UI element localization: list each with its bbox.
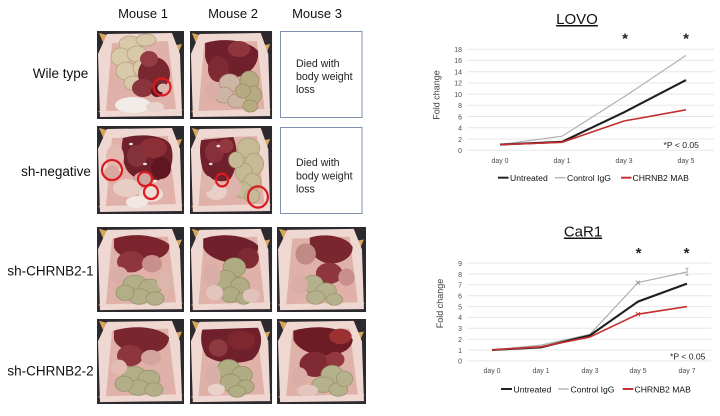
svg-text:12: 12 bbox=[454, 81, 462, 88]
svg-text:*P < 0.05: *P < 0.05 bbox=[664, 140, 700, 150]
svg-text:sh-CHRNB2-1: sh-CHRNB2-1 bbox=[7, 264, 93, 279]
svg-text:10: 10 bbox=[454, 92, 462, 99]
svg-text:Wile type: Wile type bbox=[33, 66, 89, 81]
svg-text:2: 2 bbox=[458, 137, 462, 144]
svg-text:*: * bbox=[622, 31, 628, 48]
svg-text:9: 9 bbox=[458, 261, 462, 268]
svg-text:Fold change: Fold change bbox=[432, 70, 442, 120]
svg-text:2: 2 bbox=[458, 337, 462, 344]
svg-text:Mouse 1: Mouse 1 bbox=[118, 6, 168, 21]
svg-text:Fold change: Fold change bbox=[435, 279, 445, 329]
svg-text:loss: loss bbox=[296, 84, 315, 96]
svg-text:16: 16 bbox=[454, 58, 462, 65]
svg-text:Control IgG: Control IgG bbox=[571, 384, 615, 394]
svg-text:4: 4 bbox=[458, 126, 462, 133]
svg-text:*: * bbox=[683, 31, 689, 48]
svg-text:7: 7 bbox=[458, 283, 462, 290]
svg-text:sh-CHRNB2-2: sh-CHRNB2-2 bbox=[7, 364, 93, 379]
svg-text:Untreated: Untreated bbox=[510, 173, 548, 183]
svg-text:body weight: body weight bbox=[296, 170, 353, 182]
svg-text:Mouse 2: Mouse 2 bbox=[208, 6, 258, 21]
svg-text:CHRNB2 MAB: CHRNB2 MAB bbox=[633, 173, 690, 183]
svg-text:8: 8 bbox=[458, 272, 462, 279]
svg-text:Died with: Died with bbox=[296, 58, 340, 70]
svg-text:CHRNB2 MAB: CHRNB2 MAB bbox=[635, 384, 692, 394]
svg-text:day 0: day 0 bbox=[491, 158, 508, 165]
svg-text:4: 4 bbox=[458, 315, 462, 322]
svg-text:1: 1 bbox=[458, 348, 462, 355]
svg-text:*: * bbox=[636, 245, 642, 262]
svg-text:8: 8 bbox=[458, 103, 462, 110]
svg-text:day 0: day 0 bbox=[483, 368, 500, 375]
svg-text:body weight: body weight bbox=[296, 71, 353, 83]
svg-text:day 1: day 1 bbox=[532, 368, 549, 375]
svg-text:day 7: day 7 bbox=[678, 368, 695, 375]
svg-text:Died with: Died with bbox=[296, 157, 340, 169]
svg-text:*P < 0.05: *P < 0.05 bbox=[670, 352, 706, 362]
svg-text:sh-negative: sh-negative bbox=[21, 164, 91, 179]
svg-text:loss: loss bbox=[296, 184, 315, 196]
svg-text:6: 6 bbox=[458, 114, 462, 121]
svg-text:CaR1: CaR1 bbox=[564, 224, 602, 241]
svg-text:18: 18 bbox=[454, 47, 462, 54]
svg-text:14: 14 bbox=[454, 70, 462, 77]
svg-text:5: 5 bbox=[458, 304, 462, 311]
svg-text:day 3: day 3 bbox=[615, 158, 632, 165]
svg-text:day 3: day 3 bbox=[581, 368, 598, 375]
svg-text:0: 0 bbox=[458, 148, 462, 155]
svg-text:Control IgG: Control IgG bbox=[567, 173, 611, 183]
svg-text:day 5: day 5 bbox=[677, 158, 694, 165]
svg-text:3: 3 bbox=[458, 326, 462, 333]
svg-text:day 5: day 5 bbox=[629, 368, 646, 375]
svg-text:Mouse 3: Mouse 3 bbox=[292, 6, 342, 21]
svg-text:Untreated: Untreated bbox=[514, 384, 552, 394]
svg-text:*: * bbox=[684, 245, 690, 262]
svg-text:LOVO: LOVO bbox=[556, 11, 598, 28]
svg-text:6: 6 bbox=[458, 294, 462, 301]
svg-text:day 1: day 1 bbox=[553, 158, 570, 165]
svg-text:0: 0 bbox=[458, 359, 462, 366]
